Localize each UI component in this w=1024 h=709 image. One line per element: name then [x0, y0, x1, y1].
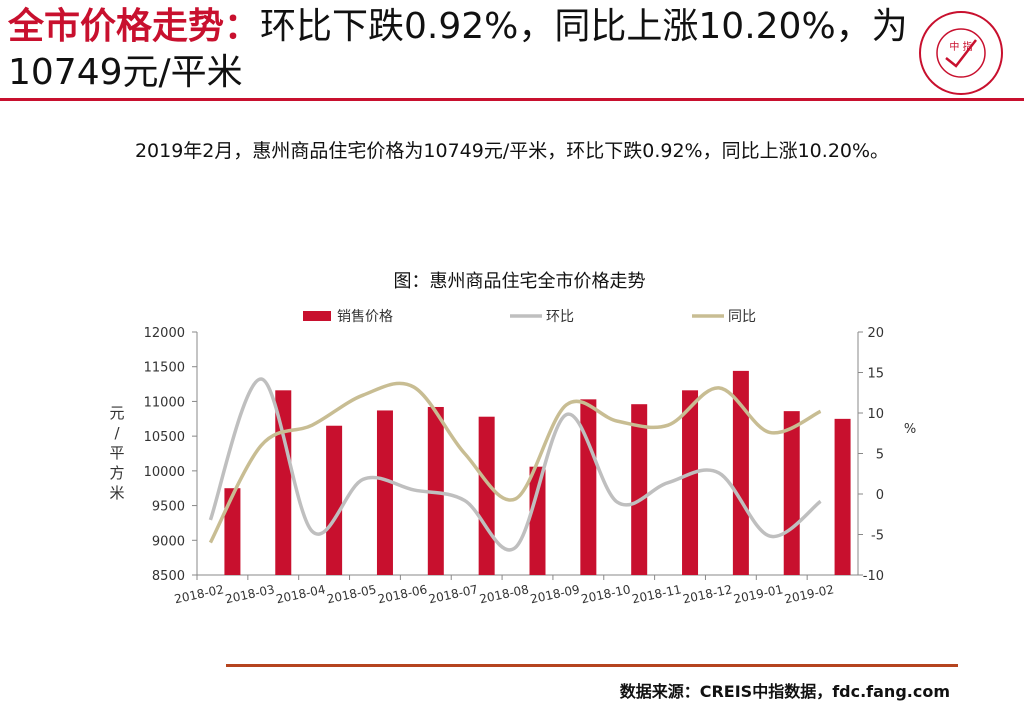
y-tick-label: 9000 [152, 534, 185, 549]
x-tick-label: 2018-10 [580, 582, 632, 606]
y-tick-label: 9500 [152, 500, 185, 515]
y2-axis-label: % [904, 422, 916, 437]
bar-sales-price [682, 390, 699, 575]
x-tick-label: 2018-11 [631, 582, 683, 606]
x-tick-label: 2019-01 [732, 582, 784, 606]
header-divider [0, 98, 1024, 101]
x-tick-label: 2018-05 [326, 582, 378, 606]
line-yoy [208, 381, 822, 544]
bar-sales-price [224, 488, 241, 575]
x-tick-label: 2018-08 [478, 582, 530, 606]
y-tick-label: 10000 [144, 465, 185, 480]
y-axis-label-char: 方 [109, 464, 124, 482]
legend-swatch-bar [303, 311, 331, 321]
x-tick-label: 2019-02 [783, 582, 835, 606]
bar-sales-price [783, 411, 800, 575]
x-tick-label: 2018-07 [427, 582, 479, 606]
x-tick-label: 2018-06 [376, 582, 428, 606]
x-tick-label: 2018-02 [173, 582, 225, 606]
bar-sales-price [326, 425, 343, 575]
footer-divider [226, 664, 958, 667]
data-source: 数据来源：CREIS中指数据，fdc.fang.com [619, 682, 950, 701]
summary-text: 2019年2月，惠州商品住宅价格为10749元/平米，环比下跌0.92%，同比上… [134, 140, 890, 162]
legend-label: 销售价格 [337, 309, 393, 325]
y-tick-label: 12000 [144, 326, 185, 341]
y2-tick-label: 15 [867, 367, 884, 382]
bar-sales-price [631, 404, 648, 575]
title-rest: 环比下跌0.92%，同比上涨10.20%，为10749元/平米 [8, 6, 908, 93]
bar-sales-price [529, 466, 546, 575]
y-axis-label-char: 平 [109, 444, 124, 462]
y-tick-label: 8500 [152, 569, 185, 584]
y-axis-label-char: 米 [109, 484, 124, 502]
line-mom [208, 377, 822, 552]
x-tick-label: 2018-12 [682, 582, 734, 606]
bar-sales-price [834, 418, 851, 575]
legend-label: 同比 [728, 309, 756, 325]
bar-sales-price [478, 416, 495, 575]
y-axis-label-char: 元 [109, 404, 124, 422]
title-highlight: 全市价格走势： [8, 6, 261, 47]
y-tick-label: 11500 [144, 361, 185, 376]
y-tick-label: 10500 [144, 430, 185, 445]
y-tick-label: 11000 [144, 395, 185, 410]
logo: 中 指 [919, 11, 1003, 95]
y2-tick-label: -10 [863, 569, 884, 584]
logo-check-icon [945, 39, 977, 68]
logo-outer-ring [919, 11, 1003, 95]
bar-sales-price [376, 410, 393, 575]
logo-inner-ring [936, 28, 986, 78]
x-tick-label: 2018-03 [224, 582, 276, 606]
page-title: 全市价格走势：环比下跌0.92%，同比上涨10.20%，为10749元/平米 [8, 4, 908, 96]
legend-label: 环比 [546, 309, 574, 325]
chart-title: 图：惠州商品住宅全市价格走势 [394, 271, 646, 292]
y-axis-label-char: / [114, 424, 120, 442]
y2-tick-label: 20 [867, 326, 884, 341]
x-tick-label: 2018-04 [275, 582, 327, 606]
logo-center-text: 中 指 [949, 40, 972, 53]
x-tick-label: 2018-09 [529, 582, 581, 606]
bar-sales-price [275, 390, 292, 575]
bar-sales-price [732, 370, 749, 575]
y2-tick-label: -5 [871, 529, 884, 544]
y2-tick-label: 0 [876, 488, 884, 503]
y2-tick-label: 5 [876, 448, 884, 463]
y2-tick-label: 10 [867, 407, 884, 422]
bar-sales-price [580, 399, 597, 575]
